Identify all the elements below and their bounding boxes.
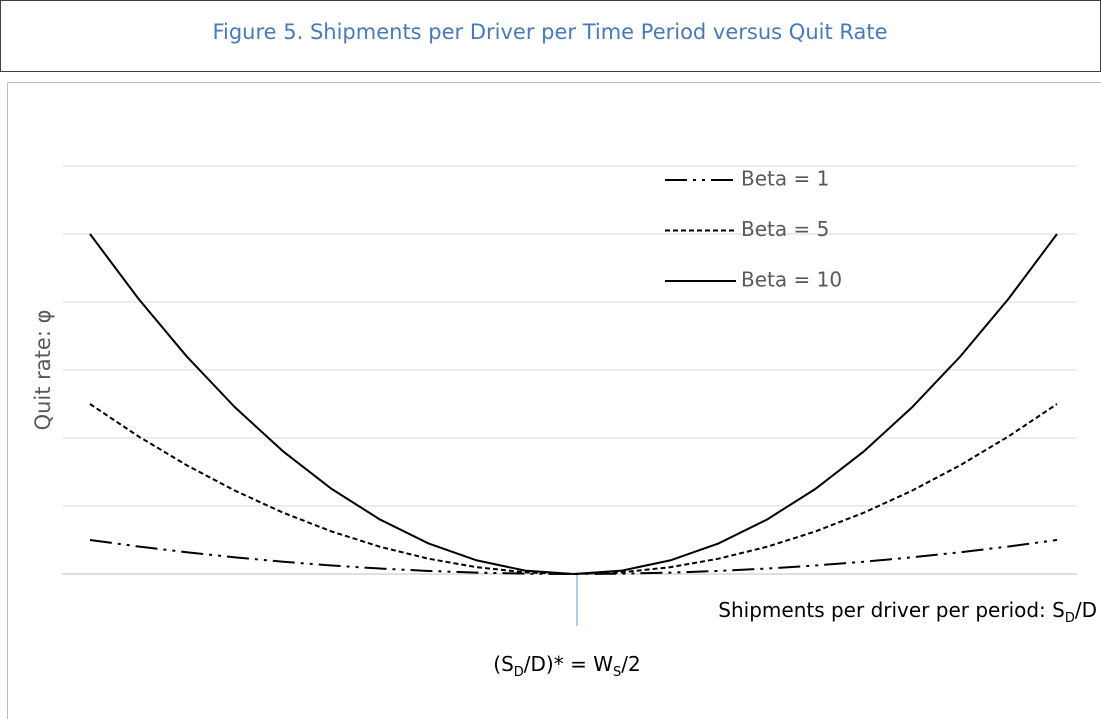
x-axis-label: Shipments per driver per period: SD/D — [718, 598, 1097, 627]
series-line — [89, 403, 1058, 576]
y-axis-label: Quit rate: φ — [31, 310, 55, 431]
annotation-part: /D)* = W — [524, 652, 613, 676]
annotation: (SD/D)* = WS/2 — [493, 652, 640, 681]
annotation-part: (S — [493, 652, 514, 676]
x-axis-label-part: /D — [1075, 598, 1097, 622]
legend-label: Beta = 10 — [741, 268, 842, 292]
legend-label: Beta = 5 — [741, 217, 829, 241]
legend-label: Beta = 1 — [741, 167, 829, 191]
annotation-part: D — [514, 665, 524, 680]
chart-title: Figure 5. Shipments per Driver per Time … — [212, 20, 887, 44]
x-axis-label-part: Shipments per driver per period: S — [718, 598, 1065, 622]
series-line — [89, 539, 1058, 576]
x-axis-label-part: D — [1065, 611, 1075, 626]
annotation-part: /2 — [621, 652, 640, 676]
chart-box — [7, 82, 1101, 719]
series-line — [89, 233, 1058, 576]
annotation-part: S — [613, 665, 621, 680]
